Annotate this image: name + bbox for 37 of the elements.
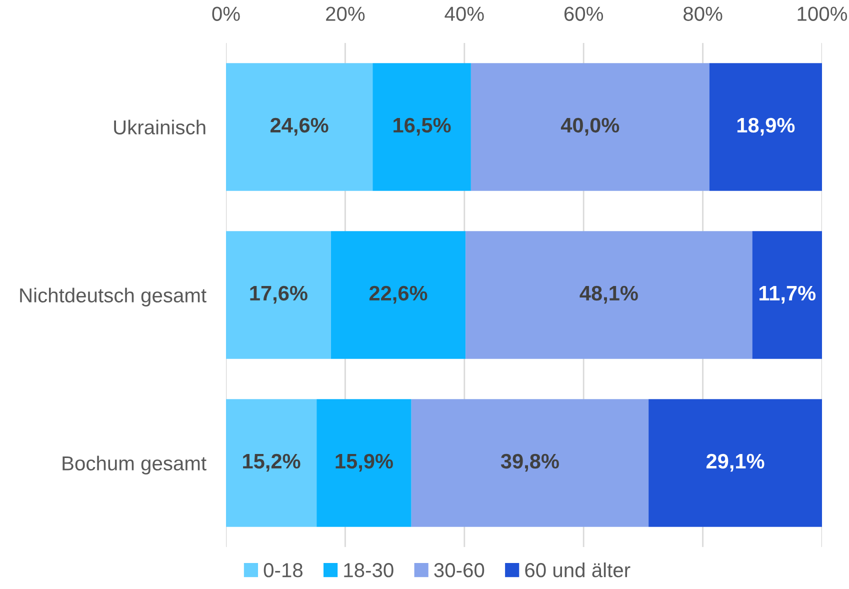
x-tick-label: 100% [798, 6, 848, 21]
data-label: 18,9% [737, 118, 795, 136]
bar [226, 399, 317, 527]
data-label: 17,6% [250, 286, 308, 304]
legend-label: 60 und älter [525, 562, 630, 578]
x-tick-label: 0% [212, 6, 240, 21]
bar [316, 399, 412, 527]
data-label: 40,0% [560, 118, 620, 136]
bar [411, 399, 649, 527]
data-label: 11,7% [759, 286, 816, 304]
bar [709, 63, 822, 191]
bar [330, 231, 466, 359]
data-label: 15,2% [243, 454, 300, 472]
bar [648, 399, 822, 527]
x-tick-label: 60% [564, 6, 604, 21]
bar [470, 63, 710, 191]
x-tick-label: 20% [326, 6, 365, 21]
y-tick-label: Nichtdeutsch gesamt [20, 288, 206, 306]
legend-label: 30-60 [434, 563, 484, 578]
bar [752, 231, 822, 359]
legend-label: 0-18 [264, 563, 302, 578]
x-tick-label: 40% [444, 6, 484, 21]
data-label: 15,9% [336, 454, 393, 472]
data-label: 24,6% [270, 118, 328, 136]
bar [226, 231, 331, 359]
data-label: 16,5% [394, 118, 451, 136]
x-tick-label: 80% [684, 6, 722, 21]
bar [226, 63, 373, 191]
y-tick-label: Ukrainisch [114, 120, 206, 134]
legend-label: 18-30 [344, 563, 394, 578]
y-tick-label: Bochum gesamt [62, 456, 206, 474]
bar [466, 231, 752, 359]
data-label: 22,6% [369, 286, 428, 304]
data-label: 48,1% [580, 286, 638, 304]
bar [372, 63, 471, 191]
data-label: 29,1% [706, 454, 764, 472]
data-label: 39,8% [500, 454, 559, 472]
